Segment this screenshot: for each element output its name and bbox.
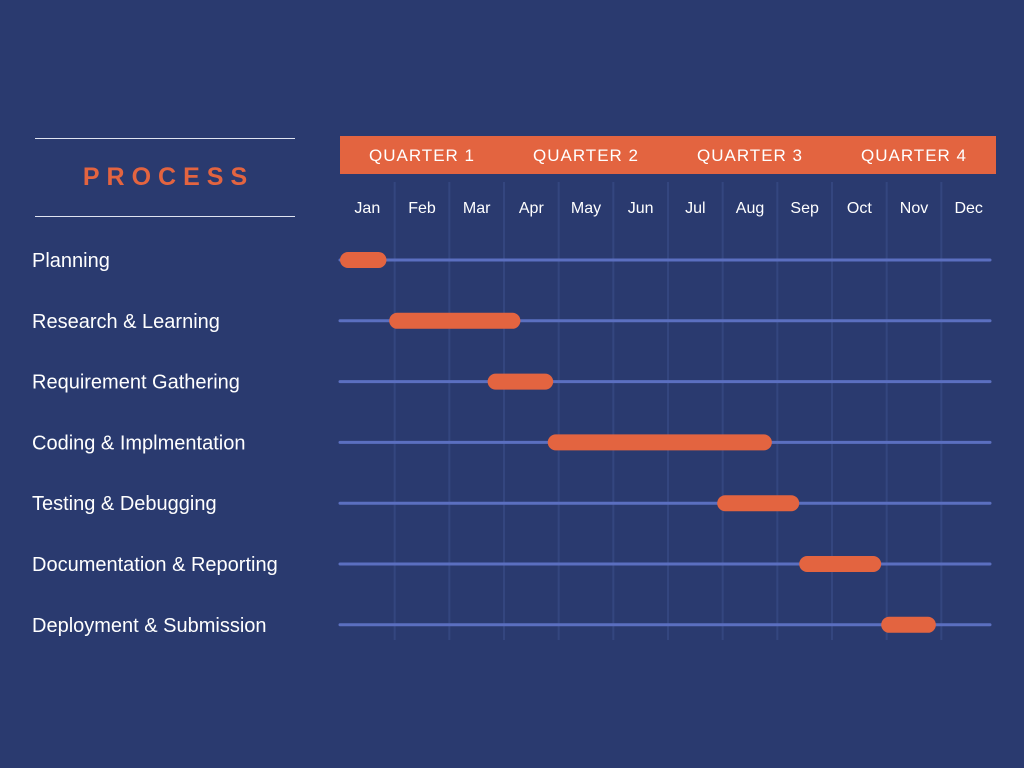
quarter-label: QUARTER 1	[369, 146, 475, 165]
month-label: Oct	[847, 200, 872, 217]
task-label: Research & Learning	[32, 311, 220, 333]
title-bottom-rule	[35, 216, 295, 217]
task-bar	[340, 252, 387, 268]
task-label: Deployment & Submission	[32, 615, 267, 637]
task-label: Testing & Debugging	[32, 493, 217, 515]
task-label: Documentation & Reporting	[32, 554, 278, 576]
quarter-label: QUARTER 4	[861, 146, 967, 165]
title-top-rule	[35, 138, 295, 139]
page-title: PROCESS	[82, 163, 255, 191]
month-label: Jan	[354, 200, 380, 217]
task-bar	[389, 312, 521, 329]
task-bar	[799, 556, 882, 572]
month-label: Jul	[685, 200, 705, 217]
month-label: Dec	[954, 200, 982, 217]
task-bar	[547, 434, 772, 451]
task-bar	[717, 495, 800, 512]
month-label: Feb	[408, 200, 436, 217]
month-label: Mar	[463, 200, 491, 217]
task-bar	[881, 616, 936, 633]
month-label: Aug	[736, 200, 764, 217]
quarter-header-band	[340, 136, 996, 174]
task-label: Coding & Implmentation	[32, 432, 245, 454]
task-label: Requirement Gathering	[32, 372, 240, 394]
month-label: Apr	[519, 200, 545, 217]
month-label: Nov	[900, 200, 928, 217]
month-label: Sep	[790, 200, 819, 217]
task-label: Planning	[32, 250, 110, 272]
task-bar	[487, 373, 554, 390]
quarter-label: QUARTER 3	[697, 146, 803, 165]
month-label: May	[571, 200, 601, 217]
quarter-label: QUARTER 2	[533, 146, 639, 165]
month-label: Jun	[628, 200, 654, 217]
